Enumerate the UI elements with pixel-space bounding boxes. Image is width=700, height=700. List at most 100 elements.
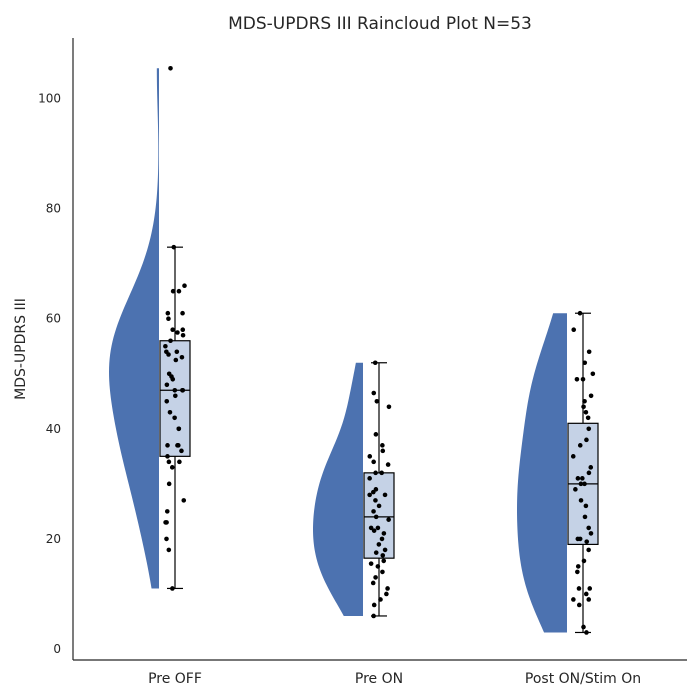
data-point	[172, 415, 177, 421]
data-point	[174, 349, 180, 355]
data-point	[586, 525, 591, 531]
data-point	[373, 514, 379, 520]
data-point	[371, 528, 377, 533]
data-point	[586, 597, 592, 602]
data-point	[376, 542, 382, 547]
data-point	[180, 310, 185, 316]
data-point	[370, 580, 376, 586]
data-point	[170, 586, 175, 591]
data-point	[165, 454, 170, 459]
y-axis-title: MDS-UPDRS III	[13, 298, 29, 400]
data-point	[374, 398, 380, 404]
data-point	[590, 371, 596, 377]
data-point	[571, 327, 577, 333]
data-point	[580, 376, 586, 382]
data-point	[176, 426, 182, 432]
data-point	[367, 492, 372, 498]
y-tick-label: 20	[46, 532, 61, 546]
data-point	[170, 327, 175, 333]
data-point	[578, 498, 584, 503]
data-point	[573, 487, 578, 492]
data-point	[170, 376, 176, 382]
data-point	[167, 410, 173, 415]
y-tick-label: 100	[38, 92, 61, 106]
data-point	[380, 553, 386, 558]
data-point	[587, 586, 593, 591]
data-point	[584, 437, 589, 443]
data-point	[375, 564, 381, 569]
y-tick-label: 0	[53, 642, 61, 656]
data-point	[173, 357, 179, 363]
data-point	[180, 327, 186, 333]
data-point	[385, 586, 390, 591]
data-point	[166, 459, 172, 465]
data-point	[379, 470, 384, 476]
data-point	[177, 459, 182, 465]
data-point	[168, 65, 173, 71]
data-point	[575, 569, 580, 575]
data-point	[380, 569, 385, 575]
data-point	[175, 443, 180, 448]
data-point	[582, 360, 588, 366]
data-point	[367, 454, 373, 459]
data-point	[179, 448, 184, 454]
y-axis-ticks: 0 20 40 60 80 100	[38, 92, 61, 656]
data-point	[576, 602, 582, 608]
data-point	[164, 509, 170, 514]
data-point	[172, 387, 178, 393]
data-point	[583, 410, 589, 415]
data-point	[582, 514, 588, 520]
data-point	[584, 630, 589, 635]
data-point	[586, 547, 591, 553]
data-point	[166, 352, 171, 357]
half-violin	[313, 362, 363, 616]
chart-title: MDS-UPDRS III Raincloud Plot N=53	[228, 14, 532, 34]
data-point	[373, 550, 379, 555]
data-point	[166, 481, 172, 487]
data-point	[588, 531, 594, 536]
data-point	[179, 354, 185, 360]
data-point	[382, 547, 388, 553]
data-point	[181, 498, 187, 503]
data-point	[582, 481, 587, 487]
data-point	[373, 432, 379, 437]
data-point	[180, 332, 186, 338]
y-tick-label: 60	[46, 312, 61, 326]
x-tick-label: Pre ON	[355, 671, 403, 687]
data-point	[581, 624, 586, 630]
data-point	[175, 330, 180, 335]
data-point	[166, 547, 172, 553]
x-tick-label: Pre OFF	[148, 671, 202, 687]
data-point	[376, 503, 382, 509]
data-point	[582, 398, 587, 404]
data-point	[371, 509, 376, 514]
data-point	[182, 283, 187, 289]
data-point	[381, 558, 387, 564]
data-point	[371, 602, 377, 608]
data-point	[588, 393, 594, 399]
x-tick-label: Post ON/Stim On	[525, 671, 641, 687]
data-point	[164, 398, 170, 404]
data-point	[371, 613, 376, 619]
data-point	[580, 476, 585, 481]
data-point	[577, 310, 583, 316]
data-point	[378, 597, 383, 602]
data-point	[570, 454, 576, 459]
data-point	[380, 443, 385, 448]
y-tick-label: 80	[46, 202, 61, 216]
data-point	[168, 338, 173, 344]
data-point	[384, 591, 389, 597]
data-point	[169, 465, 175, 470]
data-point	[585, 415, 591, 421]
data-point	[581, 404, 586, 410]
data-point	[575, 536, 581, 542]
data-point	[381, 531, 387, 536]
data-point	[164, 536, 169, 542]
data-point	[586, 426, 592, 432]
y-tick-label: 40	[46, 422, 61, 436]
data-point	[386, 517, 391, 522]
data-point	[165, 310, 171, 316]
data-point	[380, 448, 386, 454]
data-point	[171, 244, 177, 250]
